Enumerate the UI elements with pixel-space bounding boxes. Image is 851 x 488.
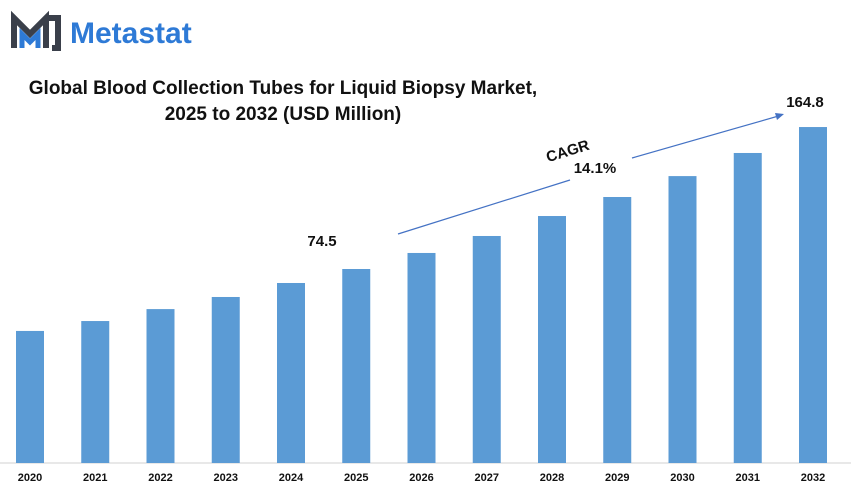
- bar: [146, 309, 175, 463]
- x-tick-label: 2031: [736, 472, 760, 484]
- annotation: 14.1%: [574, 160, 617, 177]
- bar: [81, 321, 110, 463]
- x-tick-label: 2022: [148, 472, 172, 484]
- x-tick-label: 2026: [409, 472, 433, 484]
- x-tick-label: 2032: [801, 472, 825, 484]
- x-tick-label: 2025: [344, 472, 368, 484]
- bar: [668, 176, 697, 463]
- x-tick-label: 2024: [279, 472, 304, 484]
- bar: [603, 196, 632, 463]
- chart-title: Global Blood Collection Tubes for Liquid…: [28, 78, 538, 125]
- bar: [342, 269, 371, 463]
- arrow-head: [775, 113, 784, 120]
- x-tick-label: 2020: [18, 472, 42, 484]
- x-tick-label: 2027: [475, 472, 499, 484]
- bar: [799, 127, 827, 463]
- value-label: 164.8: [786, 94, 824, 111]
- x-tick-label: 2030: [670, 472, 694, 484]
- logo-text: Metastat: [70, 17, 192, 50]
- cagr-arrow: [631, 114, 783, 159]
- value-label: 74.5: [307, 233, 336, 250]
- x-tick-label: 2028: [540, 472, 564, 484]
- x-tick-label: 2029: [605, 472, 629, 484]
- bar: [16, 330, 44, 463]
- bar: [733, 152, 762, 463]
- bar: [277, 282, 305, 463]
- x-tick-label: 2021: [83, 472, 107, 484]
- bar: [472, 235, 501, 463]
- logo-icon: [11, 10, 61, 51]
- cagr-arrow: [397, 179, 571, 235]
- bar: [407, 252, 436, 463]
- bar: [211, 296, 240, 463]
- bar: [538, 216, 566, 463]
- x-tick-label: 2023: [214, 472, 238, 484]
